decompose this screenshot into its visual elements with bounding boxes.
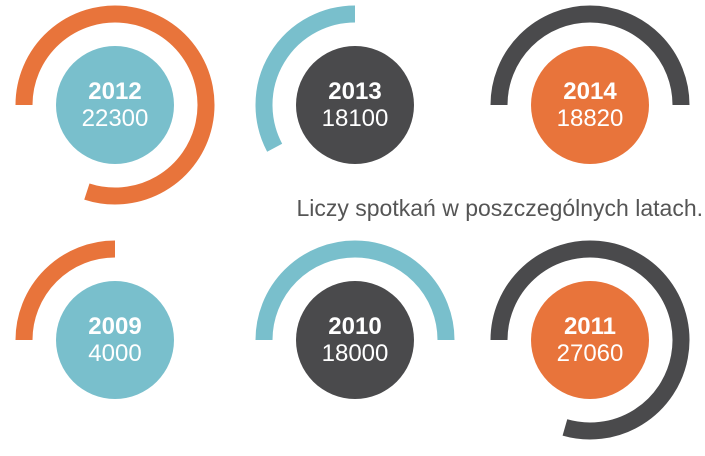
year-value: 18100: [322, 105, 389, 132]
year-value: 4000: [88, 340, 141, 367]
year-label: 2011: [564, 313, 616, 340]
year-label: 2013: [328, 78, 381, 105]
year-circle: [531, 281, 649, 399]
year-value: 18820: [557, 105, 624, 132]
year-value: 22300: [82, 105, 149, 132]
ring-arc: [255, 240, 455, 341]
caption: Liczy spotkań w poszczególnych latach.: [296, 195, 703, 221]
ring-arc: [490, 240, 690, 440]
year-label: 2012: [88, 78, 141, 105]
year-circle: [531, 46, 649, 164]
ring-arc: [15, 240, 116, 341]
year-label: 2014: [563, 78, 617, 105]
year-circle: [296, 281, 414, 399]
ring-arc: [490, 5, 690, 106]
year-label: 2010: [328, 313, 381, 340]
ring-arc: [255, 5, 356, 152]
year-value: 27060: [557, 340, 624, 367]
year-label: 2009: [88, 313, 141, 340]
ring-arc: [15, 5, 215, 205]
year-circle: [296, 46, 414, 164]
year-value: 18000: [322, 340, 389, 367]
year-circle: [56, 281, 174, 399]
year-circle: [56, 46, 174, 164]
